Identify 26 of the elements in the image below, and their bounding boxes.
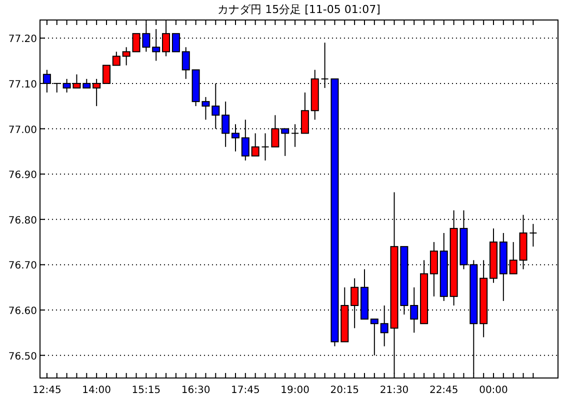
candlestick	[529, 223, 538, 248]
x-tick-label: 16:30	[181, 385, 210, 396]
x-tick-label: 21:30	[380, 385, 409, 396]
candlestick	[261, 132, 270, 161]
x-tick-label: 22:45	[429, 385, 458, 396]
y-tick-label: 77.20	[8, 34, 37, 46]
x-tick-label: 14:00	[82, 385, 111, 396]
x-tick-label: 19:00	[280, 385, 310, 396]
chart-title: カナダ円 15分足 [11-05 01:07]	[218, 3, 380, 16]
candlestick	[112, 51, 120, 66]
candlestick	[122, 46, 130, 66]
y-tick-label: 76.80	[8, 215, 37, 226]
x-tick-label: 15:15	[132, 385, 161, 396]
y-tick-label: 77.10	[8, 79, 37, 90]
y-tick-label: 76.70	[8, 260, 37, 272]
candlestick	[182, 46, 190, 80]
x-tick-label: 00:00	[479, 385, 508, 396]
candlestick	[380, 304, 388, 347]
candlestick	[251, 132, 260, 156]
x-tick-label: 17:45	[231, 385, 260, 396]
x-tick-label: 20:15	[330, 385, 360, 396]
y-tick-label: 76.60	[8, 306, 37, 318]
y-tick-label: 76.90	[8, 170, 37, 182]
y-tick-label: 76.50	[8, 351, 37, 362]
y-tick-label: 77.00	[8, 124, 37, 136]
x-tick-label: 12:45	[32, 385, 62, 396]
